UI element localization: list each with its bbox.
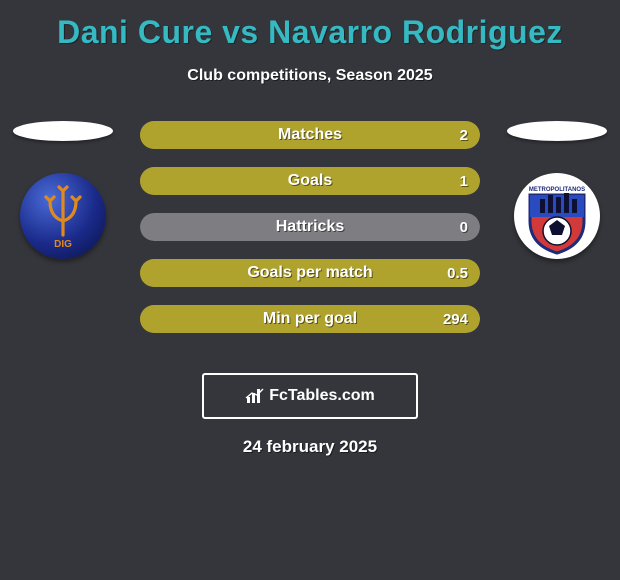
stat-bars: Matches2 Goals1 Hattricks0 Goals per match0… <box>140 121 480 351</box>
trident-icon: DIG <box>20 173 106 259</box>
stat-bar-right <box>140 259 480 287</box>
stat-row: Hattricks0 <box>140 213 480 241</box>
chart-icon <box>245 387 265 405</box>
comparison-area: DIG METROPOLITANOS Matches2 Goals1 Hattric… <box>0 121 620 351</box>
stat-bar-right <box>140 121 480 149</box>
player-right-badge: METROPOLITANOS <box>514 173 600 259</box>
svg-text:DIG: DIG <box>54 239 72 250</box>
watermark-text: FcTables.com <box>269 387 375 405</box>
stat-value-right: 294 <box>443 305 468 333</box>
stat-value-right: 1 <box>460 167 468 195</box>
player-right-column: METROPOLITANOS <box>502 121 612 259</box>
stat-row: Goals per match0.5 <box>140 259 480 287</box>
comparison-subtitle: Club competitions, Season 2025 <box>0 67 620 85</box>
club-crest-icon: METROPOLITANOS <box>514 173 600 259</box>
stat-bar-neutral <box>140 213 480 241</box>
player-left-badge: DIG <box>20 173 106 259</box>
player-left-column: DIG <box>8 121 118 259</box>
comparison-title: Dani Cure vs Navarro Rodriguez <box>0 0 620 51</box>
stat-row: Min per goal294 <box>140 305 480 333</box>
stat-bar-right <box>140 305 480 333</box>
stat-bar-right <box>140 167 480 195</box>
stat-value-right: 0 <box>460 213 468 241</box>
stat-row: Goals1 <box>140 167 480 195</box>
comparison-date: 24 february 2025 <box>0 437 620 457</box>
stat-value-right: 2 <box>460 121 468 149</box>
stat-row: Matches2 <box>140 121 480 149</box>
player-right-shadow <box>507 121 607 141</box>
watermark-box: FcTables.com <box>202 373 418 419</box>
svg-text:METROPOLITANOS: METROPOLITANOS <box>529 187 585 193</box>
stat-value-right: 0.5 <box>447 259 468 287</box>
player-left-shadow <box>13 121 113 141</box>
